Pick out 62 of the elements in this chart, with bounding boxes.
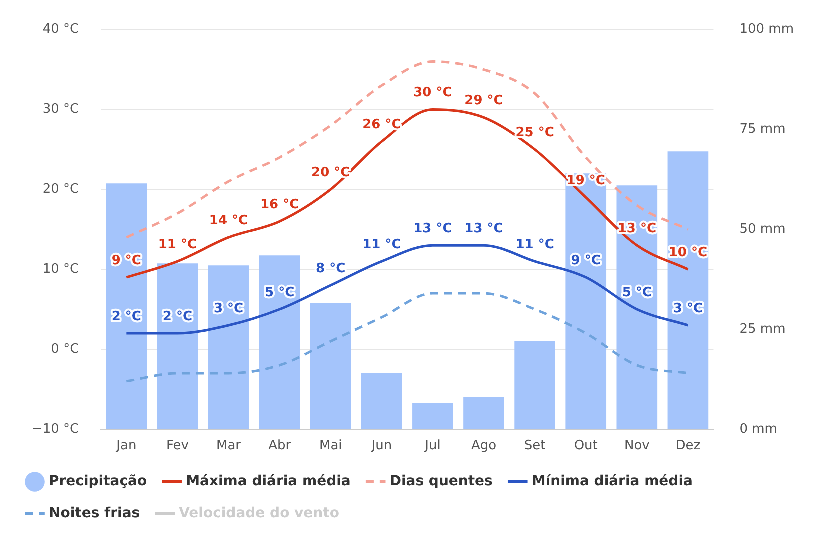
y-tick-label: 40 °C bbox=[42, 22, 80, 38]
legend-label: Dias quentes bbox=[390, 474, 493, 490]
data-label: 16 °C bbox=[260, 197, 300, 212]
line-series bbox=[125, 60, 690, 239]
data-label: 9 °C bbox=[571, 253, 601, 268]
y2-tick-label: 25 mm bbox=[740, 322, 786, 337]
line-series bbox=[125, 108, 690, 279]
legend-label: Precipitação bbox=[49, 474, 148, 490]
legend-label: Noites frias bbox=[49, 506, 140, 522]
x-tick-label: Mar bbox=[216, 438, 242, 454]
x-tick-label: Set bbox=[524, 438, 546, 454]
bar bbox=[259, 256, 300, 430]
x-tick-label: Abr bbox=[268, 438, 292, 454]
data-label: 9 °C bbox=[112, 253, 142, 268]
data-label: 11 °C bbox=[362, 237, 402, 252]
data-label: 25 °C bbox=[516, 126, 554, 141]
legend-label: Mínima diária média bbox=[532, 474, 693, 490]
data-label: 13 °C bbox=[414, 221, 452, 236]
x-tick-label: Ago bbox=[471, 438, 497, 454]
bar bbox=[310, 304, 352, 430]
bar bbox=[566, 174, 607, 430]
y2-tick-label: 50 mm bbox=[740, 222, 786, 237]
bar bbox=[464, 397, 504, 430]
y2-tick-label: 75 mm bbox=[740, 122, 786, 138]
data-label: 14 °C bbox=[209, 213, 248, 228]
data-label: 11 °C bbox=[516, 237, 554, 252]
x-tick-label: Nov bbox=[624, 438, 650, 454]
bar bbox=[106, 184, 148, 430]
bar bbox=[361, 373, 402, 430]
data-label: 11 °C bbox=[158, 237, 198, 252]
bar bbox=[514, 341, 556, 430]
x-tick-label: Dez bbox=[676, 438, 701, 454]
x-tick-label: Jun bbox=[370, 438, 392, 454]
x-tick-label: Jul bbox=[424, 438, 441, 454]
y-tick-label: 10 °C bbox=[42, 262, 80, 277]
y-tick-label: 20 °C bbox=[42, 182, 80, 198]
bar bbox=[668, 152, 709, 430]
y-tick-label: 30 °C bbox=[42, 102, 80, 118]
x-tick-label: Fev bbox=[166, 438, 190, 454]
x-tick-label: Out bbox=[574, 438, 598, 454]
data-label: 2 °C bbox=[162, 309, 193, 324]
data-label: 13 °C bbox=[464, 221, 504, 236]
data-label: 29 °C bbox=[464, 94, 504, 109]
data-label: 8 °C bbox=[316, 261, 346, 276]
y2-tick-label: 100 mm bbox=[740, 22, 794, 38]
data-label: 3 °C bbox=[214, 301, 244, 316]
data-label: 30 °C bbox=[414, 86, 452, 101]
y-tick-label: −10 °C bbox=[32, 422, 80, 437]
data-label: 3 °C bbox=[673, 301, 704, 316]
bar bbox=[208, 266, 250, 430]
y2-tick-label: 0 mm bbox=[740, 422, 778, 437]
x-tick-label: Jan bbox=[116, 438, 137, 454]
data-label: 5 °C bbox=[622, 285, 652, 300]
data-label: 13 °C bbox=[618, 221, 656, 236]
data-label: 5 °C bbox=[265, 285, 295, 300]
data-label: 10 °C bbox=[668, 245, 708, 260]
y-tick-label: 0 °C bbox=[51, 342, 80, 357]
legend-label: Máxima diária média bbox=[186, 474, 351, 490]
data-label: 2 °C bbox=[112, 309, 142, 324]
bar bbox=[157, 264, 198, 430]
bar bbox=[412, 403, 454, 430]
x-tick-label: Mai bbox=[319, 438, 342, 454]
